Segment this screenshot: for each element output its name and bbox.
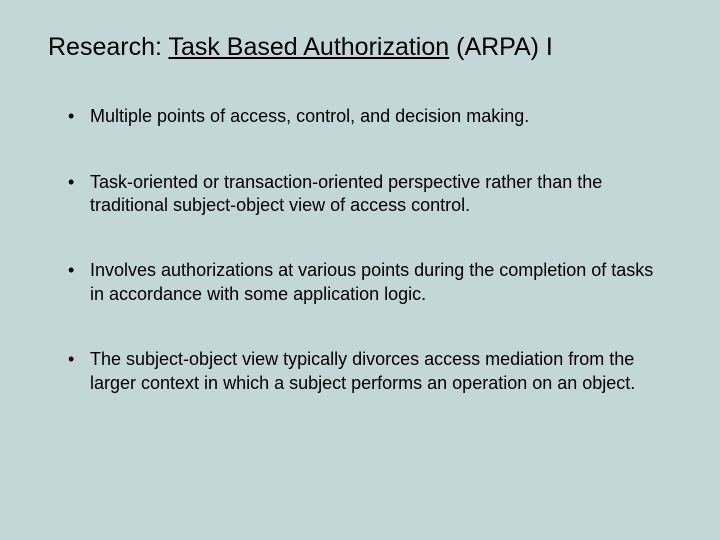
list-item: Task-oriented or transaction-oriented pe…	[68, 171, 672, 218]
list-item: Multiple points of access, control, and …	[68, 105, 672, 128]
title-suffix: (ARPA) I	[449, 33, 553, 61]
slide-container: Research: Task Based Authorization (ARPA…	[0, 0, 720, 540]
bullet-text: Multiple points of access, control, and …	[90, 106, 529, 126]
bullet-text: Involves authorizations at various point…	[90, 260, 653, 303]
slide-title: Research: Task Based Authorization (ARPA…	[48, 32, 672, 63]
list-item: Involves authorizations at various point…	[68, 259, 672, 306]
list-item: The subject-object view typically divorc…	[68, 348, 672, 395]
bullet-list: Multiple points of access, control, and …	[48, 105, 672, 395]
bullet-text: Task-oriented or transaction-oriented pe…	[90, 172, 602, 215]
bullet-text: The subject-object view typically divorc…	[90, 349, 635, 392]
title-prefix: Research:	[48, 33, 168, 61]
title-underlined: Task Based Authorization	[168, 33, 449, 61]
